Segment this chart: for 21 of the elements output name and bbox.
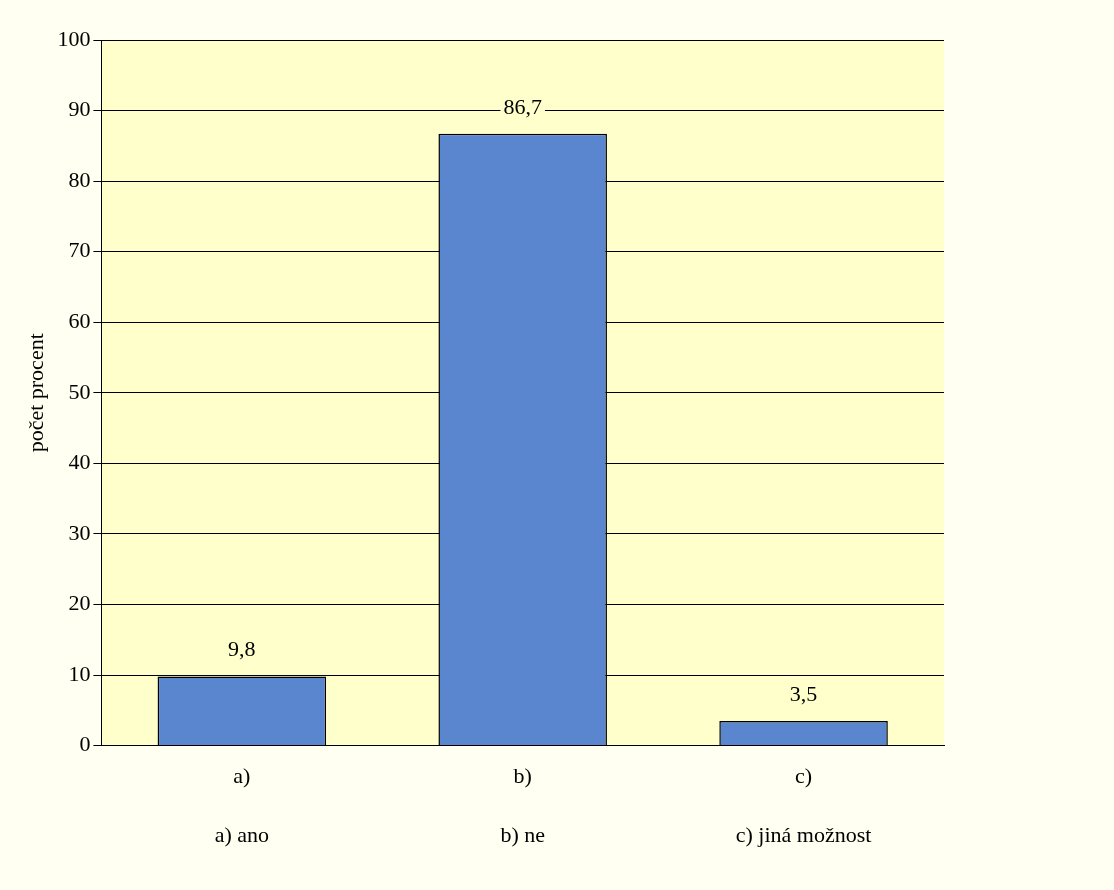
- y-tick-label: 0: [79, 731, 91, 757]
- data-label: 3,5: [789, 680, 818, 706]
- data-label: 9,8: [228, 636, 256, 662]
- y-tick-label: 60: [68, 308, 91, 334]
- text: c) jiná možnost: [734, 822, 873, 848]
- text: b) ne: [499, 822, 546, 848]
- y-tick-label: 100: [57, 25, 91, 51]
- y-axis-title: počet procent: [22, 333, 48, 453]
- x-tick-label: a): [233, 762, 251, 788]
- y-tick-label: 50: [68, 378, 91, 404]
- y-tick-label: 90: [68, 96, 91, 122]
- data-label: 86,7: [503, 93, 542, 119]
- y-tick-label: 20: [68, 590, 91, 616]
- x-tick-label: b): [513, 762, 532, 788]
- x-tick-label: c): [795, 762, 813, 788]
- y-tick-label: 10: [68, 660, 91, 686]
- y-tick-label: 70: [68, 237, 91, 263]
- y-tick-label: 80: [68, 166, 91, 192]
- text: a) ano: [213, 822, 270, 848]
- y-tick-label: 40: [68, 449, 91, 475]
- y-tick-label: 30: [68, 519, 91, 545]
